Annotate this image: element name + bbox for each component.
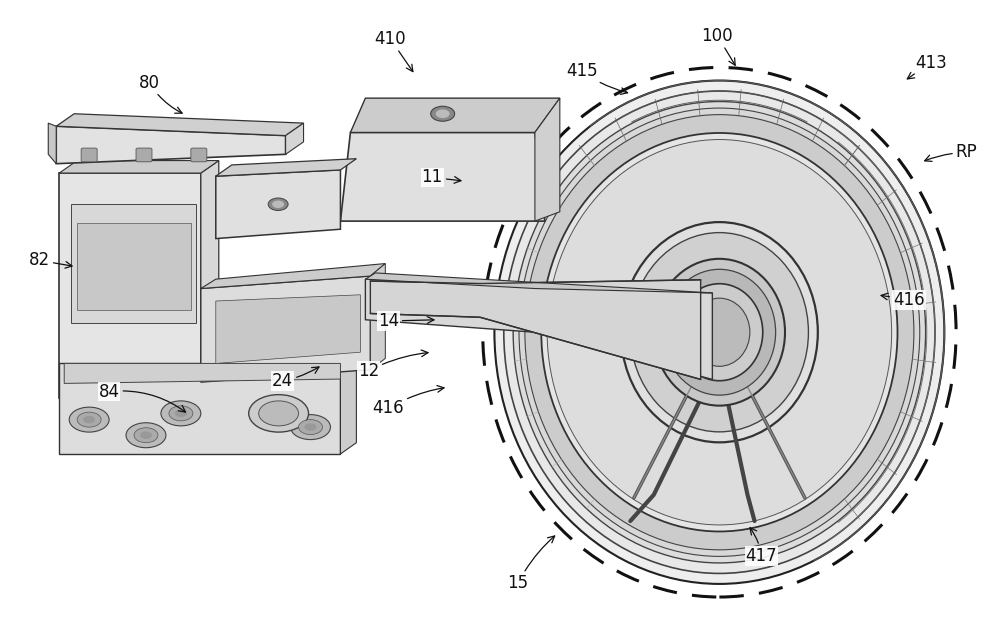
Polygon shape: [48, 123, 56, 164]
Ellipse shape: [689, 298, 750, 366]
Text: 100: 100: [702, 27, 735, 65]
Polygon shape: [370, 263, 385, 370]
Text: RP: RP: [925, 144, 978, 161]
Polygon shape: [201, 263, 385, 288]
Ellipse shape: [663, 270, 776, 395]
Text: 82: 82: [29, 251, 72, 270]
Polygon shape: [365, 279, 712, 379]
Ellipse shape: [547, 140, 892, 525]
Circle shape: [272, 201, 284, 208]
Circle shape: [169, 406, 193, 421]
Text: 80: 80: [138, 73, 182, 113]
Circle shape: [83, 416, 95, 423]
Polygon shape: [370, 280, 701, 379]
FancyBboxPatch shape: [191, 148, 207, 162]
Polygon shape: [350, 98, 560, 132]
Circle shape: [259, 401, 299, 426]
FancyBboxPatch shape: [136, 148, 152, 162]
Ellipse shape: [513, 102, 926, 563]
Circle shape: [175, 409, 187, 417]
Ellipse shape: [519, 108, 920, 556]
Circle shape: [291, 414, 330, 440]
Ellipse shape: [541, 133, 897, 532]
Polygon shape: [340, 352, 356, 454]
Polygon shape: [365, 273, 712, 293]
Circle shape: [431, 106, 455, 121]
Circle shape: [436, 109, 450, 118]
Text: 416: 416: [881, 291, 925, 308]
Polygon shape: [77, 223, 191, 310]
Polygon shape: [59, 173, 201, 398]
Circle shape: [126, 423, 166, 448]
FancyBboxPatch shape: [81, 148, 97, 162]
Ellipse shape: [494, 80, 944, 584]
Polygon shape: [59, 364, 340, 454]
Ellipse shape: [630, 233, 808, 432]
Circle shape: [268, 198, 288, 211]
Text: 15: 15: [507, 536, 555, 592]
Polygon shape: [216, 295, 360, 364]
Text: 415: 415: [566, 62, 628, 95]
Circle shape: [140, 431, 152, 439]
Polygon shape: [201, 276, 370, 382]
Text: 410: 410: [374, 30, 413, 71]
Polygon shape: [71, 204, 196, 323]
Polygon shape: [216, 159, 356, 176]
Polygon shape: [216, 170, 340, 239]
Ellipse shape: [525, 115, 914, 550]
Text: 84: 84: [99, 382, 186, 412]
Circle shape: [299, 419, 322, 435]
Text: 413: 413: [907, 53, 947, 79]
Text: 11: 11: [422, 169, 461, 186]
Ellipse shape: [676, 284, 763, 381]
Circle shape: [134, 428, 158, 443]
Circle shape: [77, 412, 101, 427]
Circle shape: [249, 394, 309, 432]
Polygon shape: [201, 161, 219, 398]
Ellipse shape: [504, 91, 935, 574]
Text: 416: 416: [372, 386, 444, 418]
Ellipse shape: [621, 222, 818, 442]
Circle shape: [305, 423, 317, 431]
Text: 12: 12: [358, 350, 428, 380]
Text: 24: 24: [272, 367, 319, 390]
Polygon shape: [340, 132, 545, 221]
Text: 417: 417: [745, 528, 777, 565]
Ellipse shape: [654, 259, 785, 406]
Circle shape: [69, 407, 109, 432]
Polygon shape: [535, 98, 560, 221]
Circle shape: [161, 401, 201, 426]
Text: 14: 14: [378, 312, 434, 330]
Polygon shape: [56, 113, 304, 135]
Polygon shape: [56, 126, 286, 164]
Polygon shape: [64, 364, 340, 384]
Polygon shape: [59, 161, 219, 173]
Polygon shape: [286, 123, 304, 154]
